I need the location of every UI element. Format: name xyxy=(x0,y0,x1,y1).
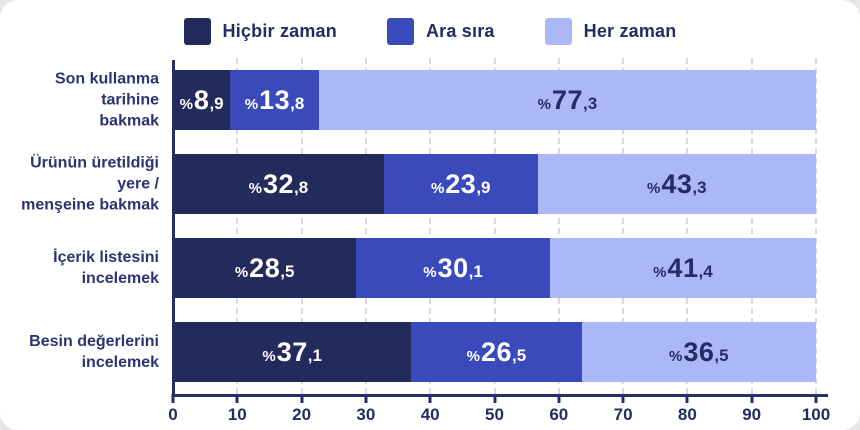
grid-line xyxy=(300,58,303,394)
bar-segment: % 41,4 xyxy=(549,238,816,298)
chart-row: Ürünün üretildiği yere / menşeine bakmak%… xyxy=(21,142,816,226)
bar-segment: % 36,5 xyxy=(581,322,816,382)
segment-value-label: % 32,8 xyxy=(248,168,309,199)
stacked-bar: % 8,9 % 13,8 % 77,3 xyxy=(173,70,816,130)
chart-row: Son kullanma tarihine bakmak % 8,9 % 13,8 % 77,… xyxy=(55,58,816,142)
bar-segment: % 8,9 xyxy=(173,70,231,130)
grid-line xyxy=(236,58,239,394)
x-axis-tick xyxy=(557,394,561,403)
x-axis-tick xyxy=(685,394,689,403)
grid-line xyxy=(622,58,625,394)
legend-label: Hiçbir zaman xyxy=(222,20,337,41)
plot-area: Son kullanma tarihine bakmak % 8,9 % 13,8 % 77,… xyxy=(21,58,817,397)
x-axis-tick-label: 90 xyxy=(742,405,762,424)
grid-line xyxy=(364,58,367,394)
x-axis-tick-label: 20 xyxy=(292,405,312,424)
x-axis: 0 10 20 30 40 50 60 70 80 90 100 xyxy=(168,394,830,430)
x-axis-baseline xyxy=(172,394,828,397)
segment-value-label: % 41,4 xyxy=(653,252,713,283)
category-label: Son kullanma tarihine bakmak xyxy=(54,70,159,130)
legend-swatch-icon xyxy=(183,17,211,45)
x-axis-tick xyxy=(171,394,175,403)
grid-line xyxy=(493,58,496,394)
x-axis-tick xyxy=(814,394,818,403)
legend-item: Ara sıra xyxy=(386,17,495,45)
legend-item: Hiçbir zaman xyxy=(183,17,337,45)
x-axis-tick-label: 100 xyxy=(801,405,831,424)
grid-line xyxy=(557,58,560,394)
segment-value-label: % 77,3 xyxy=(537,84,598,115)
legend-swatch-icon xyxy=(544,17,572,45)
legend-item: Her zaman xyxy=(544,17,677,45)
x-axis-tick xyxy=(493,394,496,403)
grid-layer xyxy=(173,58,817,394)
segment-value-label: % 28,5 xyxy=(234,252,295,283)
chart-rows: Son kullanma tarihine bakmak % 8,9 % 13,8 % 77,… xyxy=(21,58,816,394)
grid-line xyxy=(686,58,689,394)
x-axis-tick xyxy=(750,394,754,403)
x-axis-tick xyxy=(235,394,239,403)
grid-line xyxy=(750,58,753,394)
x-axis-tick-label: 80 xyxy=(677,405,697,424)
chart-row: İçerik listesini incelemek % 28,5 % 30,1 % 41,4 xyxy=(53,226,816,310)
x-axis-tick-label: 60 xyxy=(549,405,569,424)
stacked-bar: % 37,1 % 26,5 % 36,5 xyxy=(173,322,816,382)
legend: Hiçbir zaman Ara sıra Her zaman xyxy=(0,0,860,58)
segment-value-label: % 36,5 xyxy=(668,336,729,367)
bar-segment: % 26,5 xyxy=(411,322,582,382)
segment-value-label: % 23,9 xyxy=(430,168,491,199)
bar-segment: % 28,5 xyxy=(173,238,357,298)
grid-line xyxy=(429,58,432,394)
category-label: İçerik listesini incelemek xyxy=(53,248,159,287)
x-axis-tick xyxy=(300,394,304,403)
stacked-bar: % 28,5 % 30,1 % 41,4 xyxy=(173,238,816,298)
segment-value-label: % 30,1 xyxy=(423,252,483,283)
bar-segment: % 37,1 xyxy=(173,322,412,382)
x-axis-tick-label: 40 xyxy=(420,405,440,424)
grid-line xyxy=(815,58,817,394)
category-label: Ürünün üretildiği yere / menşeine bakmak xyxy=(21,154,159,214)
x-axis-tick-label: 70 xyxy=(613,405,633,424)
y-axis-line xyxy=(172,60,175,397)
x-axis-tick-label: 50 xyxy=(485,405,504,424)
segment-value-label: % 26,5 xyxy=(466,336,527,367)
bar-segment: % 13,8 xyxy=(230,70,319,130)
segment-value-label: % 37,1 xyxy=(262,336,322,367)
legend-swatch-icon xyxy=(386,17,414,45)
segment-value-label: % 43,3 xyxy=(646,168,707,199)
stacked-bar: % 32,8 % 23,9 % 43,3 xyxy=(173,154,816,214)
x-axis-tick xyxy=(364,394,368,403)
chart-row: Besin değerlerini incelemek % 37,1 % 26,5 % 36,… xyxy=(29,310,816,394)
x-axis-tick xyxy=(428,394,432,403)
bar-segment: % 77,3 xyxy=(318,70,816,130)
bar-segment: % 32,8 xyxy=(173,154,384,214)
x-axis-tick-label: 10 xyxy=(227,405,247,424)
segment-value-label: % 13,8 xyxy=(244,84,305,115)
x-axis-tick-label: 30 xyxy=(356,405,376,424)
segment-value-label: % 8,9 xyxy=(179,84,224,115)
x-axis-tick xyxy=(621,394,625,403)
legend-label: Her zaman xyxy=(583,20,677,41)
x-axis-tick-label: 0 xyxy=(168,405,178,424)
bar-segment: % 43,3 xyxy=(537,154,816,214)
bar-segment: % 30,1 xyxy=(356,238,550,298)
bar-segment: % 23,9 xyxy=(383,154,538,214)
legend-label: Ara sıra xyxy=(425,20,495,41)
category-label: Besin değerlerini incelemek xyxy=(29,332,159,371)
